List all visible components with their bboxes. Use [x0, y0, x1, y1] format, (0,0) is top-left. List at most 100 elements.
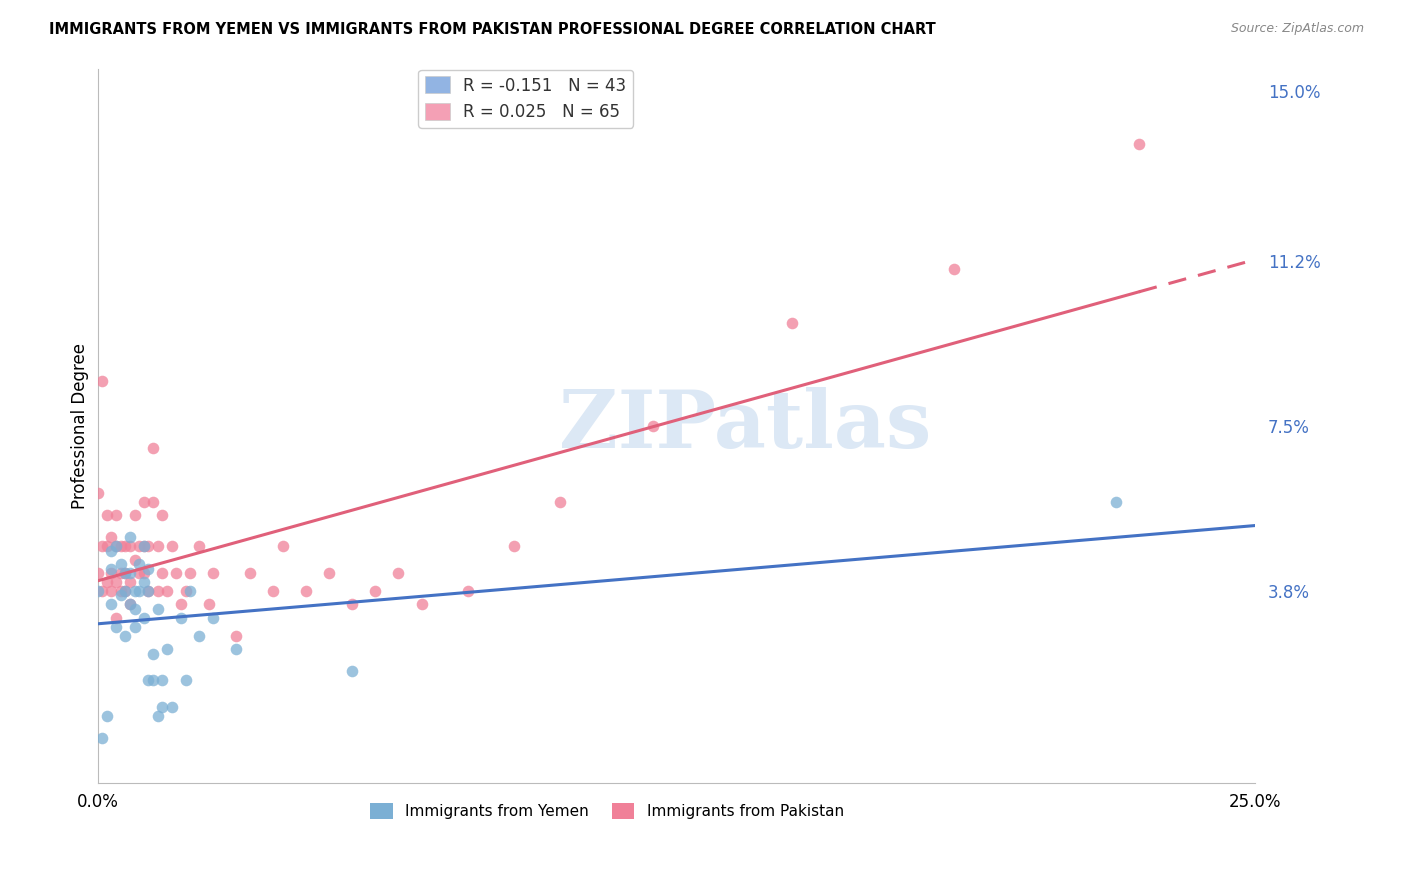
Point	[142, 441, 165, 455]
Point	[86, 584, 108, 599]
Point	[225, 629, 247, 643]
Point	[124, 508, 146, 522]
Point	[138, 584, 160, 599]
Point	[86, 485, 108, 500]
Point	[138, 540, 160, 554]
Point	[100, 584, 122, 599]
Point	[132, 540, 155, 554]
Point	[114, 584, 136, 599]
Point	[100, 544, 122, 558]
Point	[118, 598, 141, 612]
Point	[780, 316, 803, 330]
Point	[146, 602, 169, 616]
Text: ZIPatlas: ZIPatlas	[560, 387, 932, 465]
Point	[132, 494, 155, 508]
Point	[96, 709, 118, 723]
Point	[132, 566, 155, 581]
Y-axis label: Professional Degree: Professional Degree	[72, 343, 89, 508]
Text: IMMIGRANTS FROM YEMEN VS IMMIGRANTS FROM PAKISTAN PROFESSIONAL DEGREE CORRELATIO: IMMIGRANTS FROM YEMEN VS IMMIGRANTS FROM…	[49, 22, 936, 37]
Point	[179, 566, 201, 581]
Point	[128, 584, 150, 599]
Point	[387, 566, 409, 581]
Point	[124, 584, 146, 599]
Point	[188, 540, 211, 554]
Point	[128, 566, 150, 581]
Point	[239, 566, 262, 581]
Point	[457, 584, 479, 599]
Point	[138, 673, 160, 688]
Point	[91, 540, 114, 554]
Point	[96, 540, 118, 554]
Point	[110, 584, 132, 599]
Point	[114, 540, 136, 554]
Point	[262, 584, 284, 599]
Point	[411, 598, 433, 612]
Point	[202, 611, 225, 625]
Point	[86, 566, 108, 581]
Point	[942, 262, 965, 277]
Point	[124, 553, 146, 567]
Point	[118, 575, 141, 590]
Point	[142, 673, 165, 688]
Point	[174, 673, 197, 688]
Point	[142, 647, 165, 661]
Point	[165, 566, 187, 581]
Point	[105, 540, 128, 554]
Point	[124, 620, 146, 634]
Point	[114, 566, 136, 581]
Point	[132, 611, 155, 625]
Point	[96, 508, 118, 522]
Point	[340, 665, 363, 679]
Point	[150, 508, 173, 522]
Point	[105, 540, 128, 554]
Point	[110, 558, 132, 572]
Point	[118, 598, 141, 612]
Point	[110, 589, 132, 603]
Point	[160, 540, 183, 554]
Point	[114, 584, 136, 599]
Point	[550, 494, 572, 508]
Point	[105, 575, 128, 590]
Point	[110, 540, 132, 554]
Point	[146, 540, 169, 554]
Point	[202, 566, 225, 581]
Point	[156, 584, 179, 599]
Point	[114, 629, 136, 643]
Point	[100, 566, 122, 581]
Point	[110, 566, 132, 581]
Point	[160, 700, 183, 714]
Point	[188, 629, 211, 643]
Point	[128, 540, 150, 554]
Point	[225, 642, 247, 657]
Point	[132, 575, 155, 590]
Point	[364, 584, 387, 599]
Point	[271, 540, 294, 554]
Point	[105, 611, 128, 625]
Point	[100, 598, 122, 612]
Point	[179, 584, 201, 599]
Point	[132, 540, 155, 554]
Point	[118, 530, 141, 544]
Point	[142, 494, 165, 508]
Point	[91, 584, 114, 599]
Point	[105, 620, 128, 634]
Point	[96, 575, 118, 590]
Point	[318, 566, 340, 581]
Point	[150, 700, 173, 714]
Point	[128, 558, 150, 572]
Point	[295, 584, 318, 599]
Point	[91, 731, 114, 746]
Point	[124, 602, 146, 616]
Text: Source: ZipAtlas.com: Source: ZipAtlas.com	[1230, 22, 1364, 36]
Point	[340, 598, 363, 612]
Point	[150, 673, 173, 688]
Point	[170, 598, 193, 612]
Point	[1128, 137, 1150, 152]
Point	[641, 418, 664, 433]
Point	[503, 540, 526, 554]
Point	[174, 584, 197, 599]
Point	[150, 566, 173, 581]
Point	[138, 584, 160, 599]
Point	[118, 540, 141, 554]
Point	[1105, 494, 1128, 508]
